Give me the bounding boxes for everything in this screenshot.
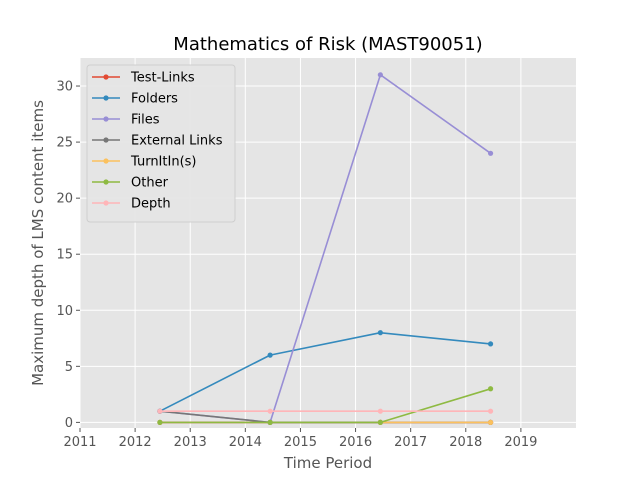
data-point-depth [267, 408, 273, 414]
x-tick-label: 2016 [339, 435, 372, 450]
series-lines [157, 72, 494, 425]
y-tick-label: 15 [56, 248, 73, 263]
x-tick-label: 2018 [449, 435, 482, 450]
data-point-folders [267, 352, 273, 358]
x-axis-label: Time Period [283, 454, 372, 472]
data-point-files [487, 150, 494, 156]
legend-label-depth: Depth [131, 197, 171, 212]
x-tick-label: 2013 [174, 435, 207, 450]
y-axis-label: Maximum depth of LMS content items [29, 100, 47, 386]
data-point-depth [157, 408, 163, 414]
legend-label-external-links: External Links [131, 134, 223, 149]
y-tick-label: 5 [65, 360, 73, 375]
data-point-other [487, 386, 494, 392]
y-tick-label: 0 [65, 416, 73, 431]
legend-marker-other [103, 179, 109, 185]
legend-label-files: Files [131, 113, 160, 128]
legend-label-test-links: Test-Links [130, 71, 195, 86]
data-point-other [157, 419, 163, 425]
x-tick-label: 2019 [504, 435, 537, 450]
chart-title: Mathematics of Risk (MAST90051) [173, 34, 482, 55]
y-tick-label: 20 [56, 192, 73, 207]
legend-label-other: Other [131, 176, 169, 191]
legend-marker-files [103, 116, 109, 122]
legend-marker-depth [103, 200, 109, 206]
x-tick-label: 2011 [63, 435, 96, 450]
legend: Test-Links Folders Files External Links Turn… [86, 64, 236, 223]
legend-box [86, 64, 236, 223]
series-line-other [159, 388, 491, 424]
data-point-folders [377, 330, 383, 336]
data-point-files [377, 72, 383, 78]
data-point-folders [487, 341, 494, 347]
data-point-depth [487, 408, 494, 414]
axis-ticks: 2011 2012 2013 2014 2015 2016 2017 2018 20190510… [56, 80, 537, 450]
legend-marker-test-links [103, 74, 109, 80]
data-point-other [267, 419, 273, 425]
legend-marker-turnitin-s [103, 158, 109, 164]
data-point-depth [377, 408, 383, 414]
legend-marker-external-links [103, 137, 109, 143]
legend-marker-folders [103, 95, 109, 101]
x-tick-label: 2017 [394, 435, 427, 450]
grid [79, 58, 576, 428]
data-point-turnitin-s [487, 419, 494, 425]
series-line-folders [159, 331, 491, 412]
legend-label-folders: Folders [131, 92, 178, 107]
x-tick-label: 2012 [119, 435, 152, 450]
y-tick-label: 10 [56, 304, 73, 319]
x-tick-label: 2014 [229, 435, 262, 450]
y-tick-label: 25 [56, 136, 73, 151]
y-tick-label: 30 [56, 80, 73, 95]
x-tick-label: 2015 [284, 435, 317, 450]
legend-label-turnitin-s: TurnItIn(s) [130, 155, 196, 170]
data-point-other [377, 419, 383, 425]
